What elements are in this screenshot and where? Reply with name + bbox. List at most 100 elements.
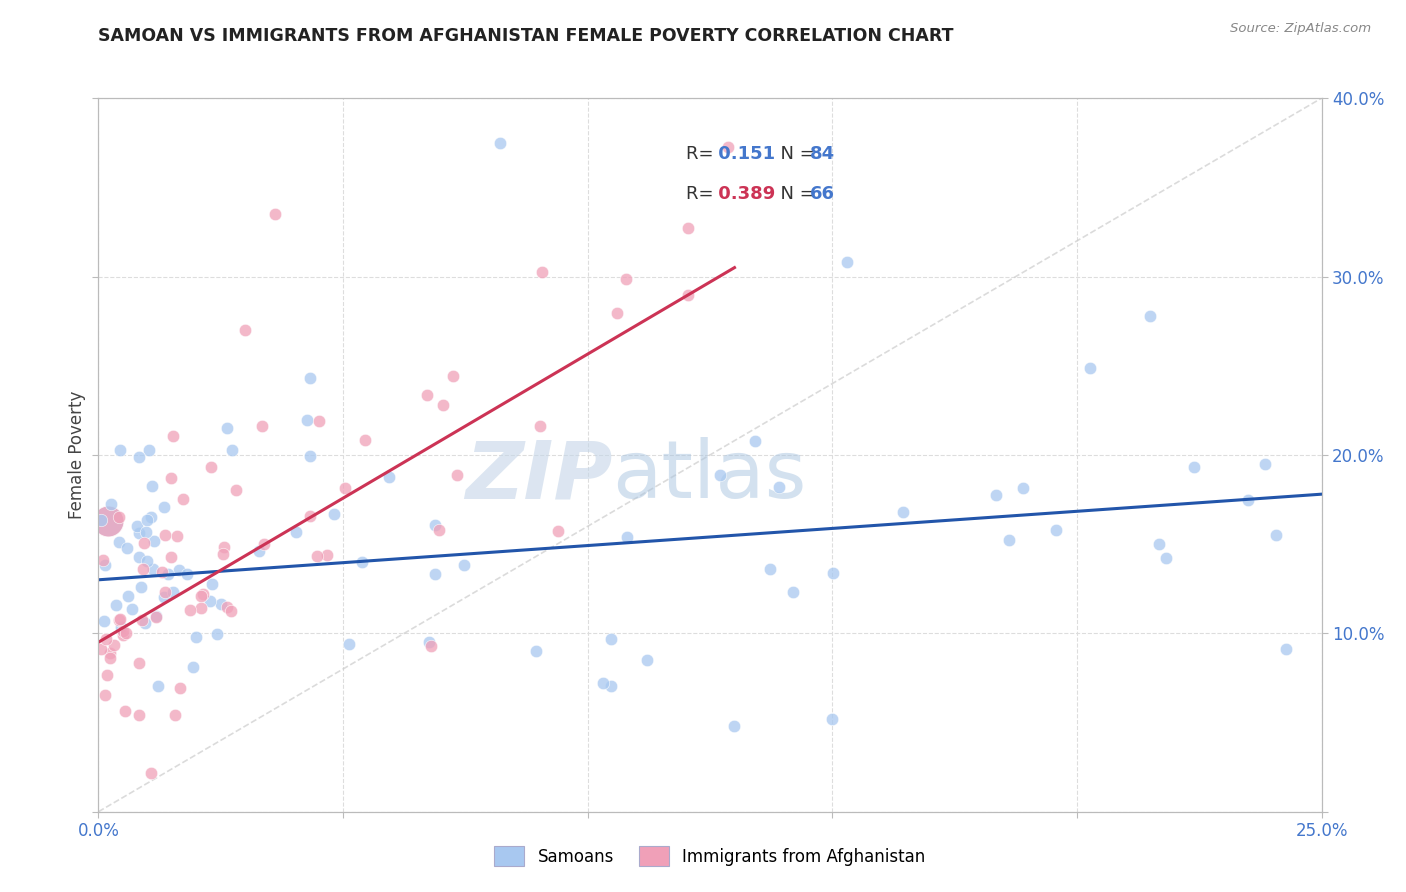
Point <box>162 585 184 599</box>
Point <box>141 766 163 780</box>
Text: SAMOAN VS IMMIGRANTS FROM AFGHANISTAN FEMALE POVERTY CORRELATION CHART: SAMOAN VS IMMIGRANTS FROM AFGHANISTAN FE… <box>98 27 953 45</box>
Point <box>247 543 270 558</box>
Point <box>323 507 346 521</box>
Point <box>835 255 858 269</box>
Point <box>233 323 256 337</box>
Point <box>163 708 186 723</box>
Point <box>614 272 637 286</box>
Point <box>128 525 150 540</box>
Point <box>110 612 132 626</box>
Point <box>207 627 229 641</box>
Point <box>145 610 167 624</box>
Point <box>169 681 191 696</box>
Point <box>891 505 914 519</box>
Point <box>108 613 131 627</box>
Point <box>98 650 121 665</box>
Point <box>1078 361 1101 376</box>
Point <box>821 712 844 726</box>
Point <box>179 603 201 617</box>
Point <box>141 562 163 576</box>
Point <box>717 140 740 154</box>
Text: N =: N = <box>769 145 814 162</box>
Point <box>1012 481 1035 495</box>
Point <box>128 450 150 464</box>
Point <box>636 653 658 667</box>
Point <box>315 549 337 563</box>
Point <box>97 514 120 528</box>
Point <box>143 533 166 548</box>
Point <box>104 598 127 612</box>
Point <box>217 600 239 615</box>
Point <box>295 413 318 427</box>
Point <box>94 558 117 573</box>
Point <box>529 418 551 433</box>
Point <box>453 558 475 572</box>
Point <box>150 565 173 579</box>
Point <box>250 419 273 434</box>
Point <box>446 468 468 483</box>
Point <box>333 481 356 495</box>
Point <box>744 434 766 449</box>
Point <box>1147 536 1170 550</box>
Point <box>152 591 174 605</box>
Point <box>125 519 148 533</box>
Point <box>547 524 569 539</box>
Point <box>200 594 222 608</box>
Point <box>131 613 153 627</box>
Point <box>723 719 745 733</box>
Point <box>112 627 135 641</box>
Point <box>212 547 235 561</box>
Point <box>1184 460 1206 475</box>
Point <box>221 442 243 457</box>
Point <box>160 549 183 564</box>
Point <box>110 620 132 634</box>
Text: 84: 84 <box>810 145 835 162</box>
Point <box>90 513 112 527</box>
Point <box>114 625 136 640</box>
Point <box>98 647 121 661</box>
Point <box>167 563 190 577</box>
Point <box>418 634 440 648</box>
Point <box>128 708 150 723</box>
Point <box>100 497 122 511</box>
Text: atlas: atlas <box>612 437 807 516</box>
Text: R=: R= <box>686 145 718 162</box>
Point <box>162 429 184 443</box>
Point <box>129 580 152 594</box>
Point <box>181 660 204 674</box>
Point <box>488 136 510 150</box>
Point <box>219 604 242 618</box>
Point <box>416 388 439 402</box>
Point <box>132 562 155 576</box>
Point <box>128 657 150 671</box>
Point <box>821 566 844 580</box>
Point <box>128 549 150 564</box>
Point <box>432 398 454 412</box>
Point <box>284 524 307 539</box>
Point <box>709 468 731 483</box>
Point <box>1154 550 1177 565</box>
Point <box>217 420 239 434</box>
Point <box>136 553 159 567</box>
Legend: Samoans, Immigrants from Afghanistan: Samoans, Immigrants from Afghanistan <box>486 838 934 875</box>
Point <box>115 541 138 556</box>
Point <box>420 639 443 653</box>
Point <box>600 632 623 646</box>
Point <box>427 523 450 537</box>
Point <box>441 368 464 383</box>
Point <box>530 265 553 279</box>
Text: Source: ZipAtlas.com: Source: ZipAtlas.com <box>1230 22 1371 36</box>
Point <box>153 585 176 599</box>
Point <box>352 555 374 569</box>
Point <box>263 207 285 221</box>
Point <box>353 434 375 448</box>
Point <box>166 529 188 543</box>
Point <box>141 479 163 493</box>
Point <box>600 679 623 693</box>
Point <box>134 616 156 631</box>
Point <box>201 576 224 591</box>
Point <box>107 510 129 524</box>
Point <box>768 480 790 494</box>
Point <box>212 540 235 554</box>
Point <box>998 533 1021 548</box>
